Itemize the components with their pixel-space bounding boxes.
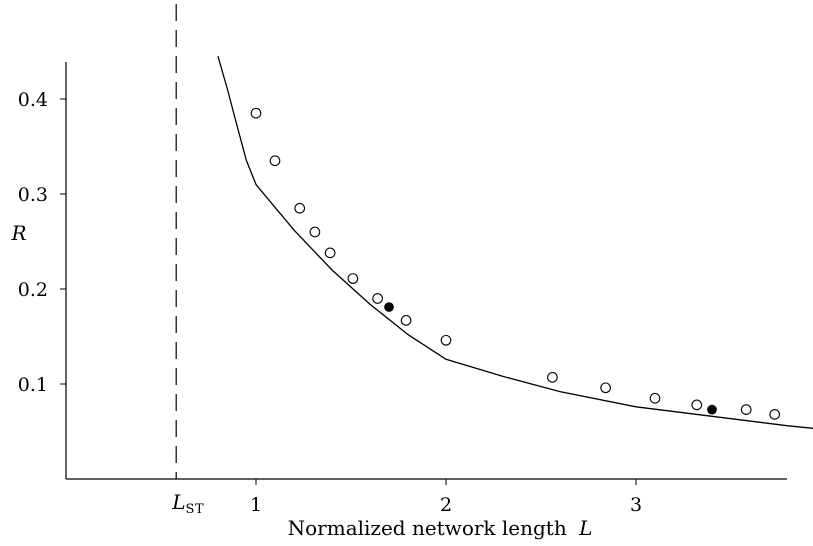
open-data-point bbox=[294, 202, 306, 214]
x-tick-label: 3 bbox=[630, 494, 642, 516]
y-tick-label: 0.4 bbox=[18, 89, 48, 111]
x-tick-label: 2 bbox=[440, 494, 452, 516]
ticks-group: 1 2 3 0.1 0.2 0.3 0.4 bbox=[18, 89, 642, 516]
open-data-point bbox=[309, 226, 321, 238]
open-data-point bbox=[372, 293, 383, 304]
lst-label: LST bbox=[171, 490, 204, 517]
axes bbox=[65, 62, 787, 480]
y-axis-title: R bbox=[10, 221, 26, 245]
fit-curve bbox=[217, 56, 813, 429]
labels-group: R Normalized network length L LST bbox=[10, 221, 592, 540]
open-data-point bbox=[324, 247, 336, 259]
open-data-point bbox=[769, 409, 781, 420]
open-data-point bbox=[649, 392, 661, 404]
open-data-point bbox=[547, 372, 558, 383]
points-group bbox=[250, 107, 781, 420]
y-tick-label: 0.3 bbox=[18, 184, 48, 206]
open-data-point bbox=[600, 382, 611, 394]
open-data-point bbox=[740, 404, 752, 416]
lst-label-sub: ST bbox=[186, 502, 205, 517]
x-axis-title-var: L bbox=[578, 516, 592, 540]
filled-data-point bbox=[707, 404, 717, 415]
x-axis-title-text: Normalized network length bbox=[288, 516, 567, 540]
open-data-point bbox=[440, 334, 452, 346]
lst-label-main: L bbox=[171, 490, 185, 514]
y-tick-label: 0.1 bbox=[18, 374, 48, 396]
filled-data-point bbox=[384, 302, 394, 312]
y-tick-label: 0.2 bbox=[18, 279, 48, 301]
x-axis-title: Normalized network length L bbox=[288, 516, 593, 540]
x-tick-label: 1 bbox=[250, 494, 262, 516]
open-data-point bbox=[400, 315, 412, 326]
open-data-point bbox=[269, 155, 281, 167]
open-data-point bbox=[691, 399, 703, 411]
open-data-point bbox=[347, 273, 359, 284]
open-data-point bbox=[250, 107, 262, 119]
curve-group bbox=[217, 56, 813, 429]
